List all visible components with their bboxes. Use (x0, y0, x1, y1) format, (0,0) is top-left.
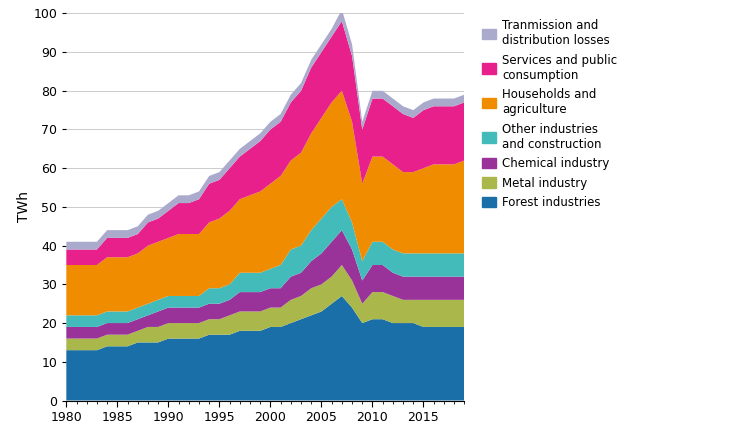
Y-axis label: TWh: TWh (17, 191, 31, 222)
Legend: Tranmission and
distribution losses, Services and public
consumption, Households: Tranmission and distribution losses, Ser… (482, 19, 618, 209)
